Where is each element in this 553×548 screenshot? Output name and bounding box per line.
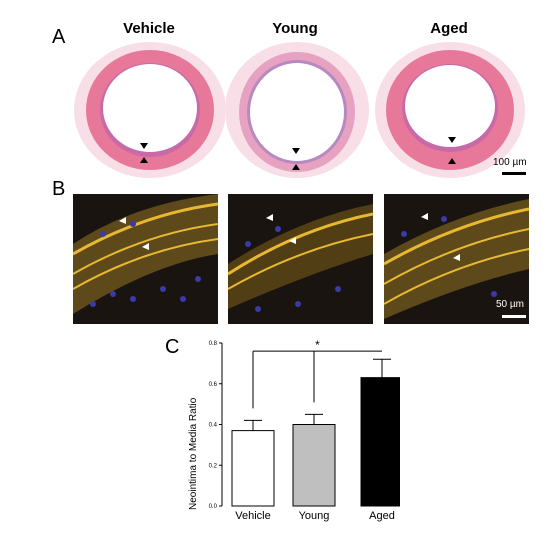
bar-vehicle — [231, 430, 275, 507]
fluor-scale-label: 50 µm — [496, 299, 524, 310]
fluor-micrograph-aged — [384, 194, 529, 324]
column-title-young: Young — [272, 20, 318, 37]
he-scale-bar — [502, 172, 526, 175]
column-title-vehicle: Vehicle — [123, 20, 175, 37]
panel-c-label: C — [165, 336, 180, 358]
y-axis-label: Neointima to Media Ratio — [188, 397, 199, 510]
y-tick-label: 0.8 — [209, 341, 218, 347]
bar-young — [292, 424, 336, 507]
significance-star: * — [315, 338, 320, 352]
x-tick-label-aged: Aged — [369, 510, 395, 522]
fluor-scale-bar — [502, 315, 526, 318]
y-tick-label: 0.2 — [209, 463, 218, 469]
fluor-micrograph-vehicle — [73, 194, 218, 324]
y-tick-label: 0.4 — [209, 423, 218, 429]
bar-aged — [360, 377, 400, 507]
he-micrograph-young — [225, 42, 369, 178]
fluor-micrograph-young — [228, 194, 373, 324]
column-title-aged: Aged — [430, 20, 468, 37]
panel-b-label: B — [52, 178, 66, 200]
x-tick-label-young: Young — [298, 510, 330, 522]
bar-chart: 0.0 0.2 0.4 0.6 0.8 * — [209, 338, 400, 510]
panel-a-label: A — [52, 26, 66, 48]
he-micrograph-aged — [375, 42, 525, 178]
y-tick-label: 0.0 — [209, 504, 218, 510]
he-micrograph-vehicle — [74, 42, 225, 178]
x-tick-label-vehicle: Vehicle — [235, 510, 271, 522]
y-tick-label: 0.6 — [209, 382, 218, 388]
he-scale-label: 100 µm — [493, 157, 527, 168]
